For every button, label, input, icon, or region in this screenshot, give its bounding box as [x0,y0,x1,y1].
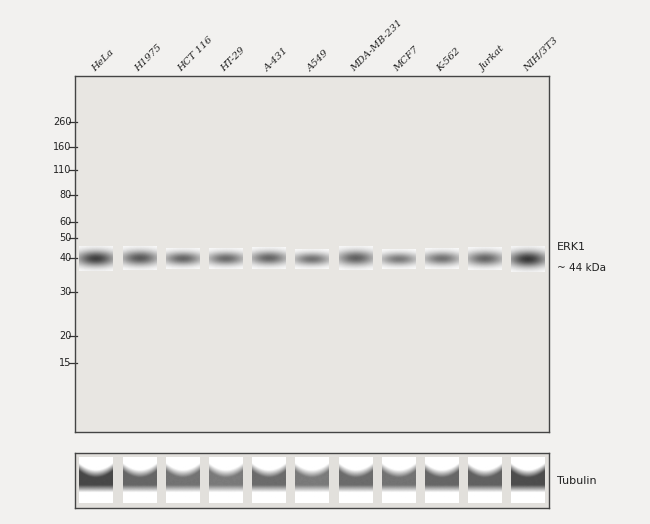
Text: 110: 110 [53,166,72,176]
Text: 260: 260 [53,117,72,127]
Text: 30: 30 [59,287,72,297]
Text: H1975: H1975 [133,43,164,73]
Text: ~ 44 kDa: ~ 44 kDa [557,263,606,273]
Text: Jurkat: Jurkat [478,45,507,73]
Text: NIH/3T3: NIH/3T3 [521,36,559,73]
Text: 160: 160 [53,142,72,152]
Text: MCF7: MCF7 [392,45,421,73]
Text: 40: 40 [59,253,72,263]
Text: 20: 20 [59,331,72,341]
Text: A-431: A-431 [263,46,290,73]
Text: HCT 116: HCT 116 [176,35,214,73]
Text: ERK1: ERK1 [557,242,586,252]
Text: Tubulin: Tubulin [557,476,597,486]
Text: 50: 50 [59,233,72,243]
Text: A549: A549 [306,48,331,73]
Text: 60: 60 [59,217,72,227]
Text: HeLa: HeLa [90,48,115,73]
Text: K-562: K-562 [435,46,462,73]
Text: 80: 80 [59,190,72,200]
Text: 15: 15 [59,358,72,368]
Text: HT-29: HT-29 [219,46,247,73]
Text: MDA-MB-231: MDA-MB-231 [349,18,404,73]
